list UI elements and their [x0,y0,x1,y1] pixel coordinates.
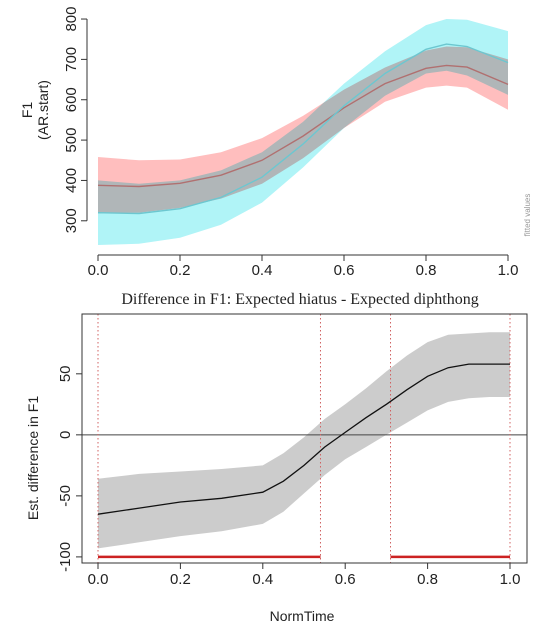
top-x-tick-label: 0.4 [252,262,273,279]
top-side-note: fitted values [523,194,532,237]
top-y-tick-label: 800 [63,7,80,32]
top-y-label-line2: (AR.start) [35,80,51,140]
bottom-line [97,363,510,515]
top-y-axis-title: F1 (AR.start) [19,80,51,140]
top-fitted-lines [97,43,509,215]
top-y-label-line1: F1 [19,102,35,119]
bottom-y-tick-label: -100 [57,542,74,572]
top-y-tick-label: 300 [63,208,80,233]
bottom-y-tick-label: 0 [57,431,74,439]
bottom-confidence-band [98,332,510,549]
top-chart: 0.0 0.2 0.4 0.6 0.8 1.0 300 400 500 600 700 800 F1 … [19,7,532,279]
bottom-x-tick-label: 0.4 [252,571,273,588]
bottom-y-tick-label: 50 [57,365,74,382]
bottom-x-tick-label: 0.2 [170,571,191,588]
top-y-tick-label: 600 [63,87,80,112]
bottom-x-axis-title: NormTime [270,608,335,624]
top-line-series-0 [97,64,509,188]
bottom-band [98,332,510,549]
bottom-plot-frame [81,313,528,564]
top-y-tick-label: 500 [63,128,80,153]
bottom-y-axis-title: Est. difference in F1 [25,396,41,520]
bottom-fitted-line [97,363,510,515]
top-band-series-0 [98,46,508,214]
top-x-tick-label: 0.0 [88,262,109,279]
bottom-x-tick-label: 1.0 [500,571,521,588]
bottom-chart: 0.0 0.2 0.4 0.6 0.8 1.0 50 0 -50 -100 Est. differ… [25,313,528,624]
bottom-x-tick-label: 0.6 [335,571,356,588]
top-x-tick-label: 0.2 [170,262,191,279]
top-axes: 0.0 0.2 0.4 0.6 0.8 1.0 300 400 500 600 700 800 [63,7,518,279]
top-x-tick-label: 0.8 [416,262,437,279]
top-y-tick-label: 700 [63,47,80,72]
top-y-tick-label: 400 [63,168,80,193]
bottom-axes: 0.0 0.2 0.4 0.6 0.8 1.0 50 0 -50 -100 [57,313,528,588]
bottom-reference-lines [82,314,527,563]
top-x-tick-label: 1.0 [498,262,519,279]
bottom-x-tick-label: 0.8 [417,571,438,588]
bottom-chart-title: Difference in F1: Expected hiatus - Expe… [121,291,478,308]
top-line-series-1 [97,43,509,215]
bottom-y-tick-label: -50 [57,485,74,507]
bottom-x-tick-label: 0.0 [88,571,109,588]
top-x-tick-label: 0.6 [334,262,355,279]
